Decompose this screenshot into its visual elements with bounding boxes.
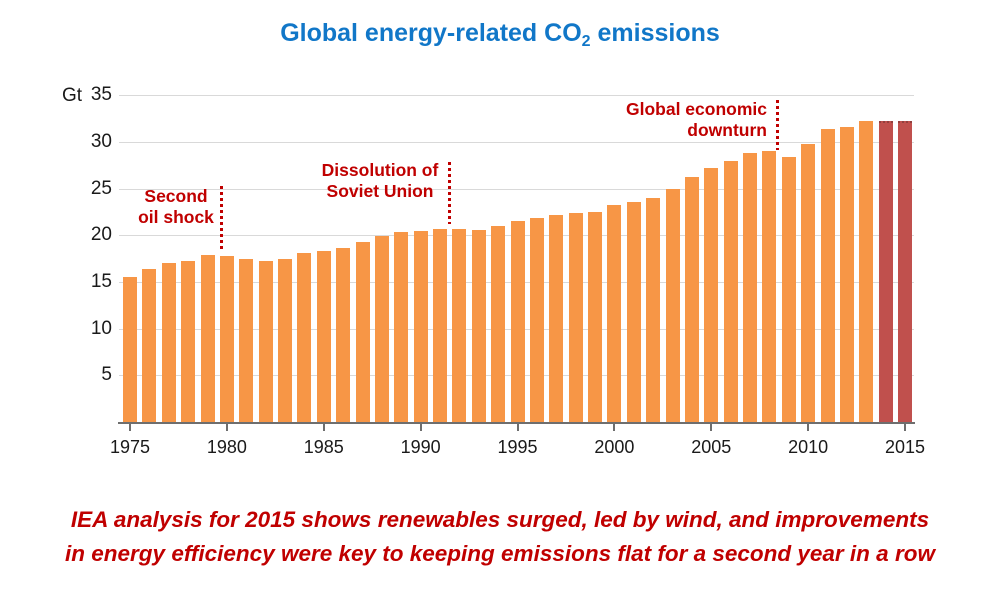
x-axis-label-1995: 1995: [497, 437, 538, 457]
x-axis-tick-2015: [904, 424, 906, 431]
x-axis-label-2005: 2005: [691, 437, 732, 457]
x-axis-label-1975: 1975: [109, 437, 151, 457]
chart-title-subscript: 2: [581, 33, 591, 50]
bar-1988: [374, 236, 389, 422]
x-axis-tick-1990: [419, 424, 422, 431]
bar-1980: [219, 255, 234, 422]
annotation-label-dissolution-soviet-union: Dissolution of Soviet Union: [318, 160, 442, 202]
bar-1990: [413, 230, 428, 422]
x-axis-label-1990: 1990: [400, 437, 441, 457]
bar-1982: [258, 260, 273, 422]
bar-1996: [529, 217, 544, 422]
bar-1999: [588, 212, 602, 422]
bar-1991: [433, 228, 447, 422]
bar-2011: [820, 128, 835, 422]
y-axis-label-10: 10: [90, 317, 112, 339]
annotation-line-global-economic-downturn: [775, 100, 779, 150]
bar-2004: [684, 177, 699, 422]
x-axis-label-2015: 2015: [884, 437, 926, 457]
x-axis-tick-1975: [129, 424, 131, 431]
bar-1986: [336, 247, 351, 422]
y-axis-label-35: 35: [90, 84, 112, 106]
chart-title-suffix: emissions: [590, 19, 720, 47]
bar-1977: [161, 263, 176, 422]
gridline-25: [119, 188, 914, 190]
caption-line-1: IEA analysis for 2015 shows renewables s…: [70, 507, 930, 532]
x-axis-tick-1995: [516, 424, 519, 431]
bar-2000: [607, 204, 622, 422]
annotation-label-line: Second: [144, 186, 208, 206]
bar-1989: [394, 231, 409, 422]
x-axis-tick-1980: [225, 424, 228, 431]
y-axis-label-5: 5: [101, 364, 112, 386]
annotation-label-line: oil shock: [138, 207, 214, 227]
bar-2010: [801, 143, 816, 422]
bar-1987: [355, 241, 370, 422]
annotation-label-global-economic-downturn: Global economic downturn: [600, 99, 767, 141]
annotation-label-second-oil-shock: Second oil shock: [130, 186, 222, 228]
bar-1981: [239, 258, 254, 422]
bar-2005: [704, 168, 719, 422]
bar-1997: [549, 214, 564, 422]
bar-1995: [510, 221, 525, 422]
bar-1976: [142, 268, 157, 422]
annotation-label-line: downturn: [687, 120, 767, 140]
x-axis-label-1980: 1980: [206, 437, 247, 457]
bar-1985: [316, 251, 331, 422]
y-axis-unit-label: Gt: [62, 85, 83, 106]
y-axis-label-25: 25: [90, 177, 112, 199]
bar-1993: [471, 229, 486, 422]
bar-2002: [646, 198, 661, 422]
caption-line-2: in energy efficiency were key to keeping…: [65, 541, 935, 566]
bar-1992: [452, 228, 467, 422]
x-axis-label-2000: 2000: [594, 437, 635, 457]
y-axis-label-30: 30: [90, 131, 112, 152]
caption: IEA analysis for 2015 shows renewables s…: [0, 503, 1000, 571]
x-axis-tick-2010: [807, 424, 810, 431]
bar-1978: [181, 260, 196, 422]
annotation-label-line: Global economic: [626, 99, 767, 119]
bar-2009: [781, 156, 796, 422]
gridline-35: [119, 95, 914, 97]
bar-1983: [278, 258, 292, 422]
bar-2014: [878, 120, 893, 422]
bar-2007: [743, 153, 757, 422]
bar-2003: [665, 188, 680, 422]
x-axis-tick-1985: [322, 424, 325, 431]
y-axis-label-20: 20: [90, 224, 112, 246]
annotation-line-second-oil-shock: [219, 186, 223, 249]
bar-1984: [297, 253, 312, 422]
gridline-30: [119, 142, 914, 143]
x-axis-tick-2005: [710, 424, 713, 431]
x-axis-label-1985: 1985: [303, 437, 344, 457]
chart-title-prefix: Global energy-related CO: [280, 19, 582, 47]
bar-1975: [123, 277, 137, 422]
bar-2013: [859, 121, 874, 422]
annotation-label-line: Dissolution of: [321, 160, 439, 180]
bar-2012: [839, 127, 854, 422]
bar-2006: [723, 160, 738, 422]
annotation-label-line: Soviet Union: [326, 181, 434, 201]
bar-1998: [568, 212, 583, 422]
bar-1994: [491, 226, 506, 422]
x-axis-label-2010: 2010: [788, 437, 829, 457]
bar-2001: [626, 201, 641, 422]
bar-1979: [200, 254, 215, 422]
chart-title: Global energy-related CO2 emissions: [0, 19, 1000, 50]
bar-2008: [762, 151, 777, 422]
y-axis-label-15: 15: [90, 271, 112, 292]
annotation-line-dissolution-soviet-union: [448, 162, 452, 224]
bar-2015: [898, 120, 912, 422]
x-axis-tick-2000: [613, 424, 616, 431]
x-axis-line: [118, 422, 915, 424]
